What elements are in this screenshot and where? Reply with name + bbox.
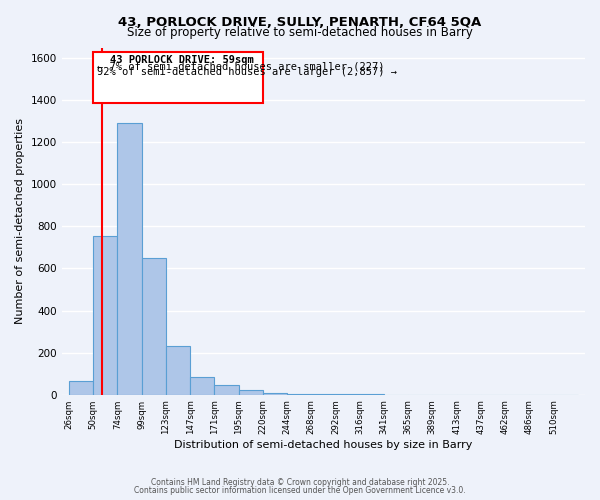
Bar (69, 381, 93, 394)
Text: 92% of semi-detached houses are larger (2,857) →: 92% of semi-detached houses are larger (… (97, 68, 397, 78)
Bar (214, 385, 239, 394)
Bar (263, 392, 287, 394)
Bar (118, 124, 142, 394)
Text: Size of property relative to semi-detached houses in Barry: Size of property relative to semi-detach… (127, 26, 473, 39)
Text: 43 PORLOCK DRIVE: 59sqm: 43 PORLOCK DRIVE: 59sqm (110, 55, 254, 65)
Bar (142, 258, 166, 394)
Text: Contains public sector information licensed under the Open Government Licence v3: Contains public sector information licen… (134, 486, 466, 495)
Text: ← 7% of semi-detached houses are smaller (227): ← 7% of semi-detached houses are smaller… (97, 61, 385, 71)
Bar (166, 346, 190, 395)
Bar (93, 236, 118, 394)
Text: Contains HM Land Registry data © Crown copyright and database right 2025.: Contains HM Land Registry data © Crown c… (151, 478, 449, 487)
Y-axis label: Number of semi-detached properties: Number of semi-detached properties (15, 118, 25, 324)
X-axis label: Distribution of semi-detached houses by size in Barry: Distribution of semi-detached houses by … (174, 440, 473, 450)
Bar (239, 390, 263, 394)
FancyBboxPatch shape (93, 52, 263, 104)
Text: 43, PORLOCK DRIVE, SULLY, PENARTH, CF64 5QA: 43, PORLOCK DRIVE, SULLY, PENARTH, CF64 … (118, 16, 482, 30)
Bar (190, 377, 214, 394)
